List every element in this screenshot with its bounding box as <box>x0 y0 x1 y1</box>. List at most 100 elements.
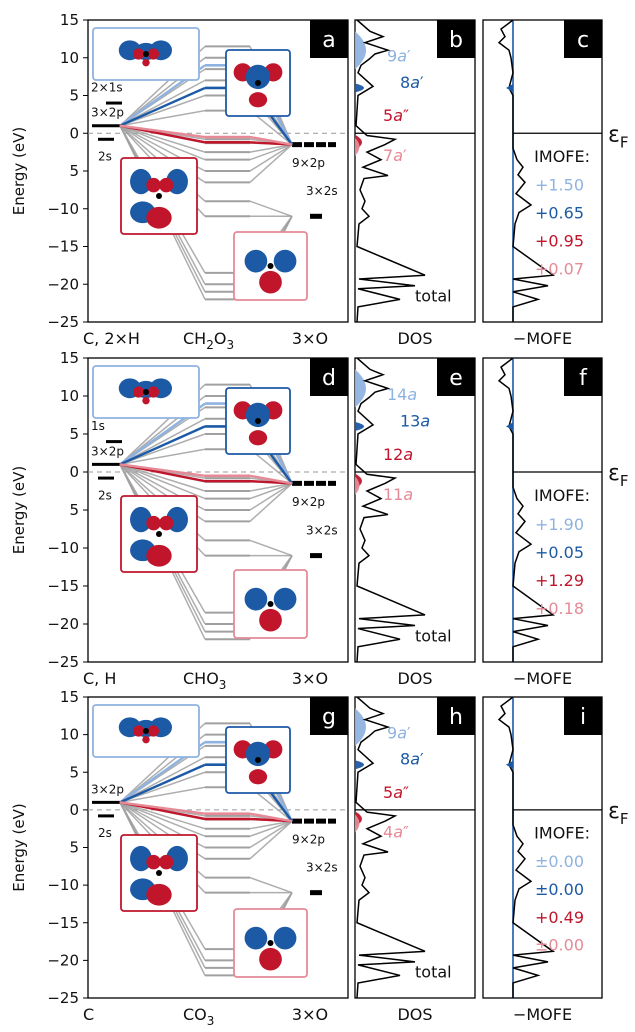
y-tick-label: −20 <box>47 275 79 293</box>
orbital-label: 11a <box>383 485 413 504</box>
dos-peak-dark-blue <box>355 760 364 770</box>
total-label: total <box>415 963 452 982</box>
dos-panel-frame <box>354 696 476 999</box>
x-label-main: CO <box>183 1005 207 1024</box>
mofe-peak-dark-blue <box>506 422 513 431</box>
dos-peak-light-blue <box>355 31 366 70</box>
total-label: total <box>415 287 452 306</box>
orbital-lobe <box>146 177 161 193</box>
orbital-label-number: 9 <box>387 723 397 742</box>
orbital-label: 13a <box>400 411 430 430</box>
orbital-lobe <box>133 48 145 60</box>
imofe-title: IMOFE: <box>534 486 590 505</box>
orbital-label: 8a′ <box>400 73 424 92</box>
orbital-lobe <box>259 608 282 632</box>
orbital-label: 9a′ <box>387 723 411 742</box>
orbital-label: 14a <box>387 385 417 404</box>
highlight-correlation-line <box>119 763 206 804</box>
imofe-value: +0.07 <box>535 259 584 278</box>
orbital-label-prime: ′ <box>407 723 411 742</box>
x-label-tail: O <box>214 329 227 348</box>
mofe-panel: c IMOFE: +1.50 +0.65 +0.95 +0.07 −MOFE <box>482 19 603 348</box>
y-tick-label: 5 <box>69 162 79 180</box>
left-level-label-2s: 2s <box>98 488 112 502</box>
y-tick-label: −15 <box>47 914 79 932</box>
highlight-correlation-line <box>249 812 293 823</box>
x-label-mofe: −MOFE <box>513 669 572 688</box>
orbital-label-prime: ′ <box>407 47 411 66</box>
highlight-correlation-line <box>249 135 293 146</box>
correlation-line <box>249 482 293 500</box>
panel-letter-box <box>437 697 475 735</box>
panel-letter: a <box>322 28 335 53</box>
x-label-left: C, 2×H <box>83 329 140 348</box>
right-level-label-2s: 3×2s <box>306 523 338 537</box>
dos-peak-pink <box>355 476 360 495</box>
y-tick-label: 15 <box>60 688 79 706</box>
orbital-label: 9a′ <box>387 47 411 66</box>
orbital-label-number: 5 <box>383 783 393 802</box>
x-label-main: CH <box>183 329 206 348</box>
x-label-left: C <box>83 1005 94 1024</box>
orbital-lobe <box>245 402 271 428</box>
correlation-line <box>249 820 293 830</box>
left-level-label-2p: 3×2p <box>91 444 124 458</box>
right-level-label-2p: 9×2p <box>292 833 325 847</box>
imofe-value: ±0.00 <box>535 880 584 899</box>
correlation-line <box>249 876 293 894</box>
orbital-lobe <box>147 48 159 60</box>
panel-letter-box <box>437 358 475 396</box>
orbital-lobe <box>133 386 145 398</box>
fermi-symbol: εF <box>608 122 629 151</box>
orbital-label: 5a″ <box>383 783 409 802</box>
correlation-line <box>119 109 206 127</box>
y-axis-label: Energy (eV) <box>10 466 28 554</box>
highlight-correlation-line <box>119 463 206 477</box>
imofe-value: ±0.00 <box>535 936 584 955</box>
imofe-title: IMOFE: <box>534 823 590 842</box>
imofe-value: +0.65 <box>535 204 584 223</box>
orbital-lobe <box>245 741 271 767</box>
panel-letter-box <box>564 697 602 735</box>
carbon-atom <box>255 757 261 763</box>
dos-panel-frame <box>354 357 476 663</box>
mofe-panel-frame <box>482 696 603 999</box>
orbital-label: 5a″ <box>383 106 409 125</box>
imofe-value: +0.49 <box>535 908 584 927</box>
imofe-value: +1.90 <box>535 515 584 534</box>
orbital-lobe <box>146 544 172 567</box>
orbital-inset-3 <box>120 495 198 573</box>
carbon-atom <box>156 531 162 537</box>
y-tick-label: 10 <box>60 726 79 744</box>
panel-letter-box <box>437 20 475 58</box>
orbital-inset-2 <box>225 726 291 794</box>
dos-total-curve <box>355 696 426 999</box>
x-label-main: CHO <box>183 669 219 688</box>
panel-letter-box <box>564 20 602 58</box>
panel-row-1: 15 10 5 0 5 −10 −15 −20 −25 Energy (eV) 2×1s 3×2p 2s… <box>10 11 629 352</box>
imofe-value: +1.29 <box>535 571 584 590</box>
y-tick-label: −25 <box>47 989 79 1007</box>
mo-diagram-panel: 15 10 5 0 5 −10 −15 −20 −25 Energy (eV) 2×1s 3×2p 2s… <box>10 11 349 352</box>
correlation-line <box>249 448 293 484</box>
x-label-middle: CH2O3 <box>183 329 234 352</box>
orbital-lobe <box>142 58 150 67</box>
imofe-value: ±0.00 <box>535 852 584 871</box>
correlation-line <box>119 801 206 837</box>
correlation-line <box>119 801 206 830</box>
correlation-line <box>249 539 293 557</box>
mofe-panel: i IMOFE: ±0.00 ±0.00 +0.49 ±0.00 −MOFE <box>482 696 603 1024</box>
y-tick-label: −15 <box>47 577 79 595</box>
orbital-label-symbol: a <box>393 783 403 802</box>
orbital-label-prime: ′ <box>420 750 424 769</box>
orbital-label-prime: ′ <box>403 146 407 165</box>
x-label-mofe: −MOFE <box>513 1005 572 1024</box>
highlight-correlation-line <box>119 124 206 139</box>
highlight-correlation-line <box>119 425 206 466</box>
y-tick-label: −20 <box>47 951 79 969</box>
y-tick-label: 10 <box>60 387 79 405</box>
y-tick-label: 5 <box>69 763 79 781</box>
x-label-dos: DOS <box>397 329 432 348</box>
orbital-label-prime: ″ <box>403 783 409 802</box>
orbital-label-number: 5 <box>383 106 393 125</box>
